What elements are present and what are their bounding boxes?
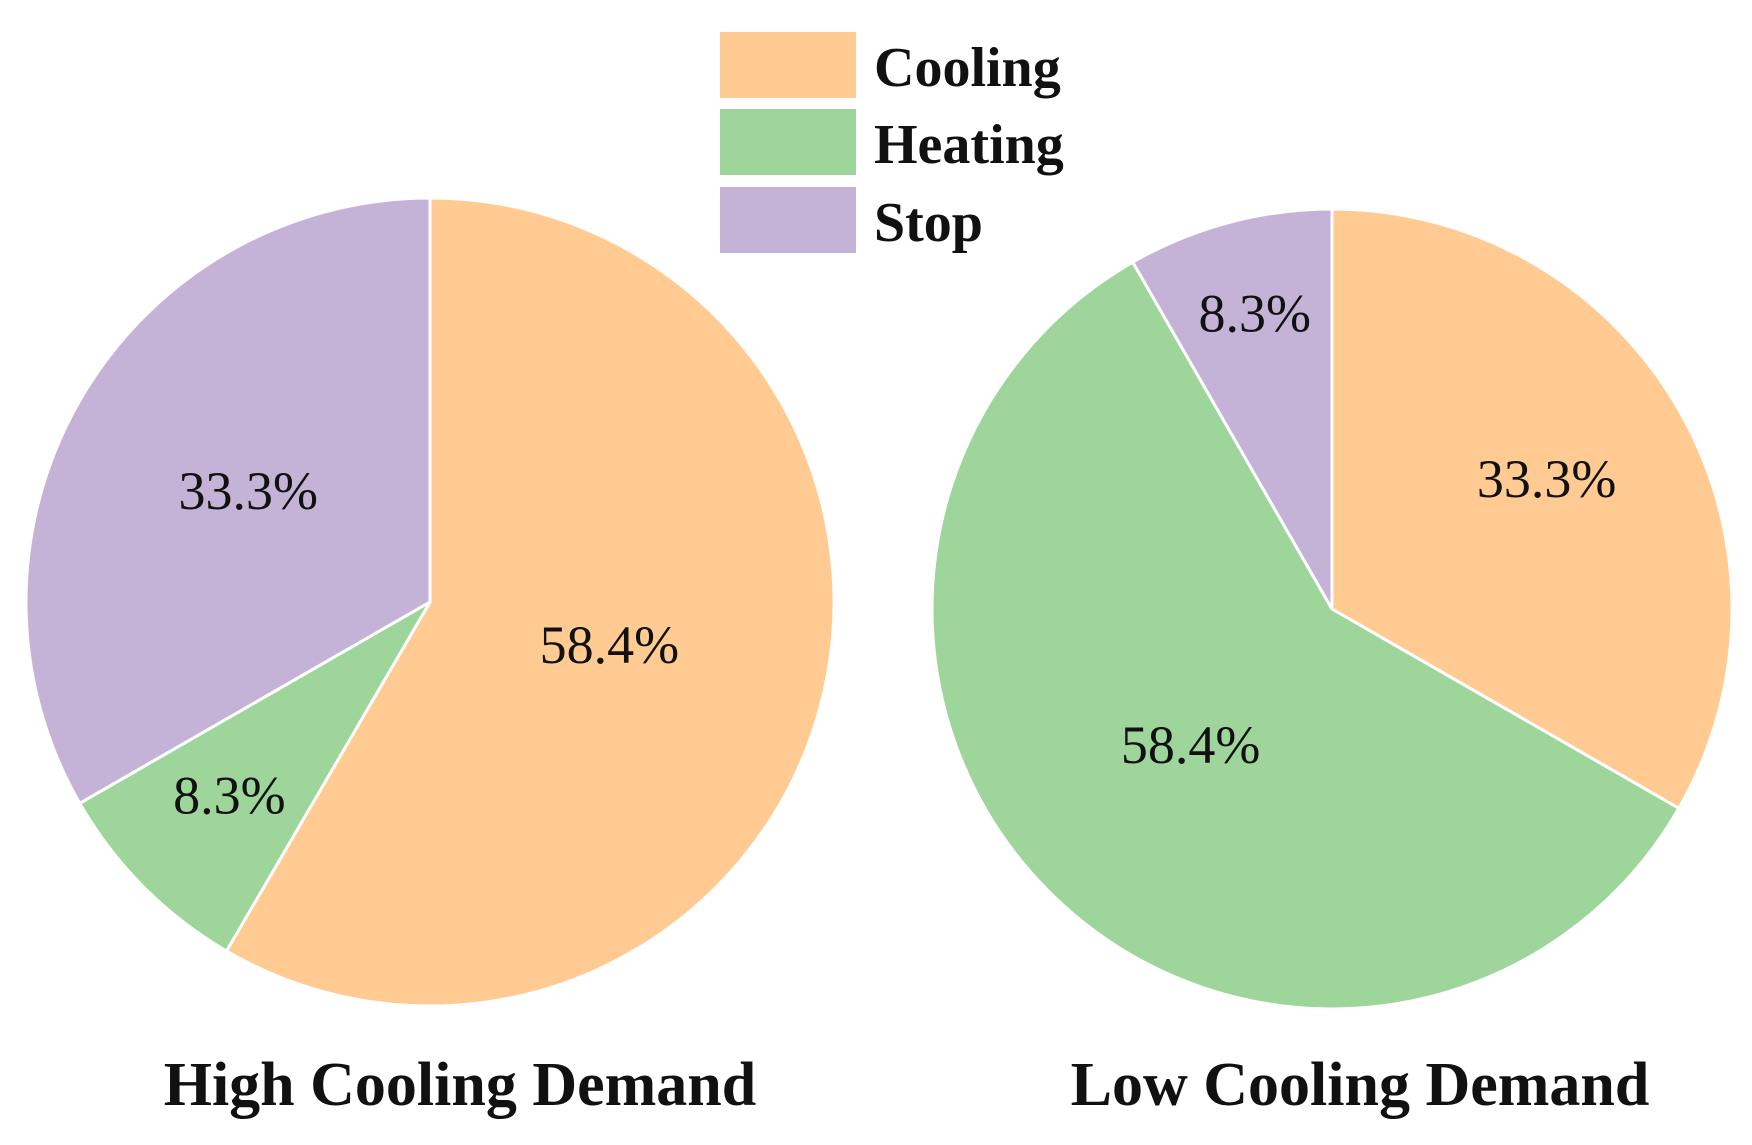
pie-low-cooling-demand: 33.3% 58.4% 8.3% Low Cooling Demand xyxy=(930,207,1734,1119)
slice-heating xyxy=(78,600,432,953)
slice-label-stop: 8.3% xyxy=(1198,283,1310,343)
slice-cooling xyxy=(1330,207,1734,810)
legend-swatch-heating xyxy=(720,109,856,175)
slice-label-stop: 33.3% xyxy=(178,461,317,521)
chart-title-low: Low Cooling Demand xyxy=(1071,1051,1650,1119)
slice-cooling xyxy=(225,196,836,1008)
pie-high-cooling-demand: 58.4% 8.3% 33.3% High Cooling Demand xyxy=(24,196,836,1119)
legend-swatch-cooling xyxy=(720,32,856,98)
slice-heating xyxy=(930,260,1681,1011)
legend-label-stop: Stop xyxy=(874,192,983,254)
slice-label-heating: 58.4% xyxy=(1121,715,1260,775)
slice-label-heating: 8.3% xyxy=(173,766,285,826)
chart-title-high: High Cooling Demand xyxy=(164,1051,757,1119)
legend-swatch-stop xyxy=(720,187,856,253)
slice-label-cooling: 33.3% xyxy=(1477,449,1616,509)
slice-stop xyxy=(1131,207,1334,611)
legend: Cooling Heating Stop xyxy=(720,32,1064,254)
legend-label-heating: Heating xyxy=(874,114,1064,176)
slice-label-cooling: 58.4% xyxy=(540,615,679,675)
slice-stop xyxy=(24,196,432,805)
legend-label-cooling: Cooling xyxy=(874,37,1061,99)
